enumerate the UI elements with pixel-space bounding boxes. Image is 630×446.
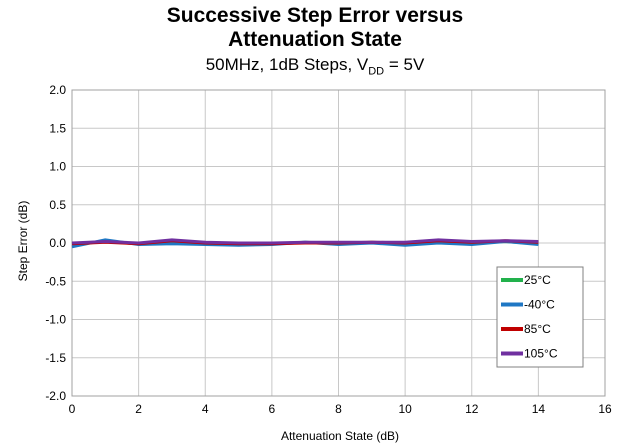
legend-entry-label: -40°C [524,298,555,312]
legend-entry-label: 85°C [524,322,551,336]
y-tick-label: 1.5 [49,121,66,135]
x-tick-label: 12 [465,402,479,416]
chart-subtitle: 50MHz, 1dB Steps, VDD = 5V [0,55,630,81]
x-tick-label: 8 [335,402,342,416]
subtitle-subscript: DD [368,65,385,78]
x-axis-label: Attenuation State (dB) [281,429,399,443]
subtitle-prefix: 50MHz, 1dB Steps, V [205,55,369,74]
y-tick-label: 2.0 [49,83,66,97]
series-lines [71,238,539,249]
y-tick-label: -1.0 [45,313,66,327]
y-axis-label: Step Error (dB) [16,201,30,282]
y-tick-label: -1.5 [45,351,66,365]
x-tick-label: 16 [598,402,612,416]
x-tick-label: 10 [398,402,412,416]
legend-entry-label: 105°C [524,347,558,361]
y-tick-label: 1.0 [49,160,66,174]
x-tick-label: 14 [532,402,546,416]
x-tick-label: 6 [269,402,276,416]
tick-labels: 2.0 1.5 1.0 0.5 0.0 -0.5 -1.0 -1.5 -2.00 2 4 6 8 10 12… [45,83,612,416]
subtitle-suffix: = 5V [384,55,425,74]
y-tick-label: 0.5 [49,198,66,212]
y-tick-label: -0.5 [45,274,66,288]
legend-box [496,266,584,368]
x-tick-label: 4 [202,402,209,416]
series-line-105c [71,238,539,245]
legend-entry-label: 25°C [524,273,551,287]
x-tick-label: 0 [69,402,76,416]
chart-title-line-1: Successive Step Error versus [166,4,464,27]
x-tick-label: 2 [135,402,142,416]
legend: 25°C -40°C 85°C 105°C [496,266,584,368]
y-tick-label: -2.0 [45,389,66,403]
chart-title-line-2: Attenuation State [228,28,402,51]
y-tick-label: 0.0 [49,236,66,250]
